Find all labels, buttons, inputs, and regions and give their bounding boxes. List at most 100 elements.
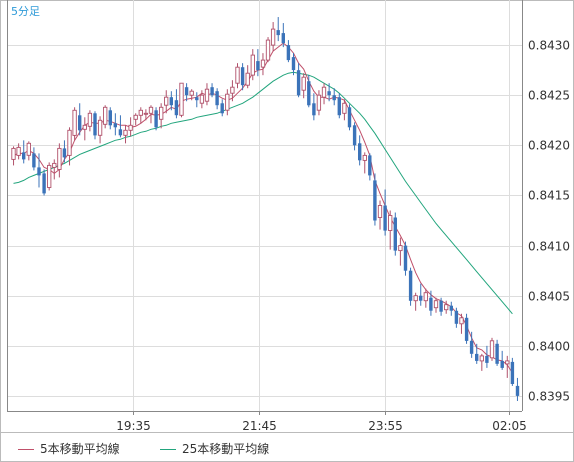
y-tick-label: 0.8395 — [528, 390, 570, 404]
candle-down — [281, 33, 285, 44]
x-tick-label: 21:45 — [242, 419, 277, 433]
candle-up — [270, 28, 276, 46]
candle-up — [413, 295, 418, 302]
candle-up — [225, 93, 230, 111]
candle-up — [423, 292, 428, 302]
candle-up — [189, 90, 194, 96]
candle-down — [352, 125, 357, 146]
candle-down — [495, 343, 499, 364]
candle-down — [184, 87, 189, 96]
candle-down — [439, 300, 443, 312]
legend-ma25-label: 25本移動平均線 — [182, 442, 270, 456]
candle-down — [195, 97, 199, 101]
candle-down — [449, 305, 453, 311]
candle-down — [419, 295, 423, 301]
y-tick-label: 0.8425 — [528, 89, 570, 103]
candle-up — [398, 245, 403, 252]
candle-down — [500, 360, 504, 368]
candle-up — [57, 147, 62, 170]
x-tick-label: 19:35 — [116, 419, 151, 433]
y-tick-label: 0.8400 — [528, 340, 570, 354]
candle-down — [42, 173, 46, 194]
timeframe-label: 5分足 — [11, 5, 40, 18]
candle-down — [403, 245, 408, 271]
candle-down — [240, 67, 245, 86]
candle-up — [159, 106, 164, 120]
candle-down — [169, 97, 173, 106]
candle-down — [408, 270, 413, 301]
candle-up — [52, 162, 57, 168]
y-tick-label: 0.8410 — [528, 240, 570, 254]
candle-down — [32, 153, 36, 168]
candle-up — [199, 94, 205, 104]
candle-up — [123, 129, 128, 136]
candle-down — [113, 123, 117, 128]
candle-up — [47, 164, 52, 188]
legend-ma5-label: 5本移動平均線 — [40, 442, 120, 456]
y-tick-label: 0.8430 — [528, 39, 570, 53]
candle-up — [260, 59, 266, 68]
candle-up — [362, 154, 367, 161]
candle-up — [82, 124, 87, 130]
candle-up — [316, 94, 322, 111]
candle-down — [108, 110, 112, 126]
candle-up — [245, 72, 250, 86]
candle-down — [373, 180, 377, 221]
candle-up — [87, 112, 93, 127]
candle-up — [16, 146, 21, 156]
candle-down — [327, 91, 331, 96]
candle-up — [133, 114, 138, 120]
legend-ma25-swatch — [160, 449, 176, 450]
candle-down — [276, 30, 280, 36]
legend-ma5: 5本移動平均線 — [18, 440, 120, 457]
candle-down — [510, 361, 515, 384]
candle-down — [307, 81, 311, 106]
candle-down — [464, 317, 469, 341]
candle-down — [312, 103, 316, 116]
candle-down — [37, 167, 41, 176]
candle-up — [235, 66, 240, 84]
candle-down — [393, 217, 397, 251]
candle-up — [143, 112, 149, 115]
y-tick-label: 0.8405 — [528, 290, 570, 304]
candle-up — [479, 355, 484, 362]
candle-down — [256, 61, 260, 71]
candle-down — [22, 152, 26, 160]
candle-down — [332, 95, 336, 101]
candle-up — [148, 106, 154, 114]
candle-down — [485, 355, 489, 363]
candle-down — [383, 205, 387, 231]
candle-up — [505, 360, 510, 365]
candle-down — [515, 385, 520, 396]
candle-down — [286, 45, 291, 61]
candle-down — [296, 70, 301, 96]
candle-up — [265, 39, 271, 61]
candle-up — [388, 215, 393, 231]
candle-up — [26, 142, 31, 156]
candle-up — [459, 317, 464, 325]
candle-down — [93, 113, 97, 136]
y-tick-label: 0.8420 — [528, 139, 570, 153]
candle-up — [433, 300, 439, 309]
candle-up — [301, 76, 306, 91]
candle-up — [164, 96, 169, 106]
candle-up — [377, 205, 383, 218]
candle-up — [250, 54, 255, 76]
x-tick-label: 23:55 — [368, 419, 403, 433]
legend-ma5-swatch — [18, 449, 34, 450]
candle-down — [347, 107, 352, 128]
candle-down — [429, 297, 433, 311]
x-tick-label: 02:05 — [492, 419, 527, 433]
candle-down — [174, 100, 179, 116]
candle-down — [118, 129, 123, 136]
candle-up — [67, 129, 72, 156]
candle-down — [337, 97, 341, 116]
legend-ma25: 25本移動平均線 — [160, 440, 269, 457]
candle-up — [128, 124, 133, 131]
candle-up — [321, 86, 327, 98]
candle-up — [230, 86, 235, 94]
candle-down — [475, 353, 479, 361]
